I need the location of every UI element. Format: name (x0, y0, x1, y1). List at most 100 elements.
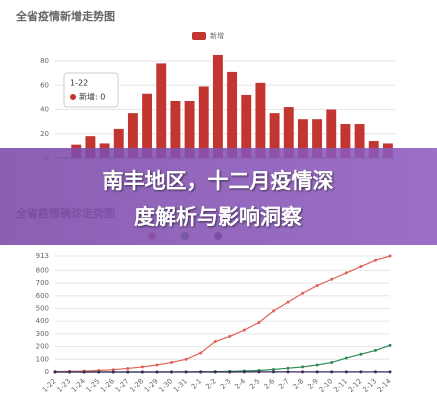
point (155, 370, 159, 374)
y-tick-label: 913 (36, 252, 49, 260)
point (330, 360, 334, 364)
point (359, 352, 363, 356)
point (257, 320, 261, 324)
bar (212, 54, 223, 158)
point (344, 271, 348, 275)
y-tick-label: 60 (40, 81, 49, 89)
y-tick-label: 0 (45, 368, 49, 376)
legend-label: 新增 (210, 31, 224, 40)
point (388, 370, 392, 374)
x-tick-label: 1-26 (99, 377, 116, 394)
point (199, 370, 203, 374)
point (228, 334, 232, 338)
tooltip-title: 1-22 (70, 79, 88, 88)
bar (326, 109, 337, 158)
point (271, 367, 275, 371)
point (286, 300, 290, 304)
x-tick-label: 1-23 (56, 377, 73, 394)
point (315, 370, 319, 374)
bar (85, 136, 96, 158)
x-tick-label: 1-28 (128, 377, 145, 394)
bar (269, 113, 280, 158)
x-tick-label: 1-24 (70, 377, 87, 394)
x-tick-label: 2-4 (233, 377, 247, 391)
tooltip-dot (70, 94, 76, 100)
x-tick-label: 1-25 (85, 377, 102, 394)
x-tick-label: 1-22 (41, 377, 58, 394)
bar (156, 63, 167, 158)
point (111, 368, 115, 372)
x-tick-label: 2-11 (332, 377, 349, 394)
y-tick-label: 600 (36, 292, 49, 300)
line (54, 255, 391, 373)
bar (354, 124, 365, 158)
bar (227, 71, 238, 158)
y-tick-label: 80 (40, 57, 49, 65)
y-tick-label: 700 (36, 279, 49, 287)
x-tick-label: 2-3 (219, 377, 233, 391)
point (213, 370, 217, 374)
bar (198, 86, 209, 158)
point (330, 277, 334, 281)
banner-text: 南丰地区，十二月疫情深 (103, 169, 334, 193)
x-tick-label: 2-1 (190, 377, 204, 391)
point (68, 370, 72, 374)
y-tick-label: 300 (36, 330, 49, 338)
point (97, 370, 101, 374)
y-tick-label: 800 (36, 266, 49, 274)
point (140, 370, 144, 374)
x-tick-label: 2-5 (248, 377, 262, 391)
point (184, 357, 188, 361)
point (359, 265, 363, 269)
point (271, 309, 275, 313)
bar (297, 119, 308, 158)
bar (170, 101, 181, 158)
y-tick-label: 40 (40, 106, 49, 114)
chart-title: 全省疫情新增走势图 (15, 9, 115, 23)
y-tick-label: 400 (36, 317, 49, 325)
bar (312, 119, 323, 158)
point (199, 351, 203, 355)
bar (113, 128, 124, 158)
x-tick-label: 1-31 (172, 377, 189, 394)
point (286, 370, 290, 374)
point (373, 258, 377, 262)
banner-bg (0, 148, 437, 245)
point (170, 360, 174, 364)
point (155, 363, 159, 367)
point (388, 254, 392, 258)
point (53, 370, 57, 374)
bar (340, 124, 351, 158)
point (228, 370, 232, 374)
x-tick-label: 2-14 (376, 377, 393, 394)
x-tick-label: 2-13 (361, 377, 378, 394)
point (388, 343, 392, 347)
point (170, 370, 174, 374)
point (373, 348, 377, 352)
bar (142, 93, 153, 158)
point (126, 366, 130, 370)
x-tick-label: 2-8 (292, 377, 306, 391)
legend-swatch (192, 32, 206, 40)
x-tick-label: 2-7 (277, 377, 291, 391)
point (330, 370, 334, 374)
point (344, 370, 348, 374)
point (257, 370, 261, 374)
point (213, 340, 217, 344)
x-tick-label: 2-2 (204, 377, 218, 391)
y-tick-label: 200 (36, 343, 49, 351)
point (344, 356, 348, 360)
y-tick-label: 20 (40, 130, 49, 138)
bar (255, 82, 266, 158)
banner-text: 度解析与影响洞察 (134, 205, 303, 229)
bar (283, 107, 294, 158)
point (301, 365, 305, 369)
point (315, 363, 319, 367)
x-tick-label: 2-12 (347, 377, 364, 394)
point (286, 366, 290, 370)
tooltip-text: 新增: 0 (79, 92, 105, 102)
point (126, 370, 130, 374)
point (271, 370, 275, 374)
x-tick-label: 2-10 (318, 377, 335, 394)
